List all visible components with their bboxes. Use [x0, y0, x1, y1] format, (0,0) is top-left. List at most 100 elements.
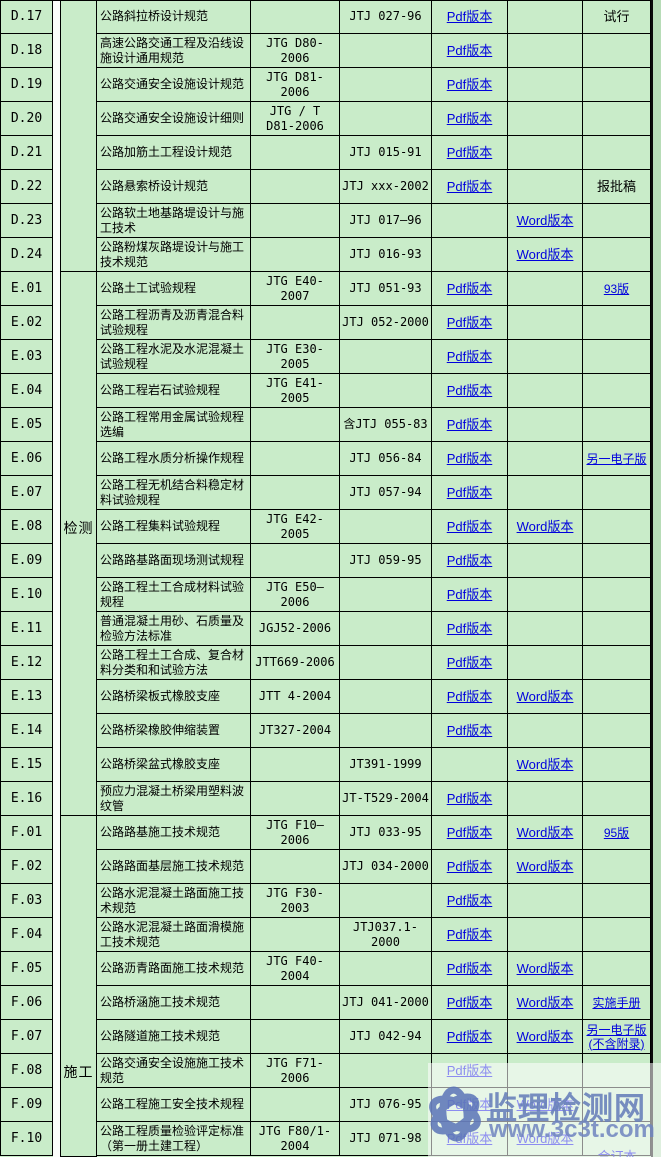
category-cell-inspection: 检测: [60, 272, 97, 816]
word-version-cell: Word版本: [508, 510, 583, 544]
row-code: E.11: [0, 612, 53, 646]
jtg-standard-number: JTG F71-2006: [251, 1054, 340, 1088]
note-link[interactable]: 95版: [603, 825, 630, 840]
pdf-version-link[interactable]: Pdf版本: [446, 1029, 493, 1044]
jtg-standard-number: JGJ52-2006: [251, 612, 340, 646]
word-version-link[interactable]: Word版本: [516, 825, 574, 840]
jtg-standard-number: JTG / T D81-2006: [251, 102, 340, 136]
pdf-version-cell: Pdf版本: [432, 578, 508, 612]
table-row: 普通混凝土用砂、石质量及检验方法标准 JGJ52-2006 Pdf版本: [97, 612, 651, 646]
trefoil-logo-icon: [429, 1086, 481, 1142]
pdf-version-link[interactable]: Pdf版本: [446, 281, 493, 296]
pdf-version-link[interactable]: Pdf版本: [446, 655, 493, 670]
pdf-version-link[interactable]: Pdf版本: [446, 111, 493, 126]
pdf-version-link[interactable]: Pdf版本: [446, 77, 493, 92]
table-row: 公路粉煤灰路堤设计与施工技术规范 JTJ 016-93 Word版本: [97, 238, 651, 272]
jtj-standard-number: [340, 1054, 432, 1088]
jtg-standard-number: [251, 1020, 340, 1054]
pdf-version-cell: Pdf版本: [432, 442, 508, 476]
pdf-version-link[interactable]: Pdf版本: [446, 791, 493, 806]
spec-name: 公路桥梁橡胶伸缩装置: [97, 714, 251, 748]
note-link[interactable]: 93版: [603, 281, 630, 296]
jtg-standard-number: [251, 0, 340, 34]
pdf-version-link[interactable]: Pdf版本: [446, 519, 493, 534]
table-row: 公路路基路面现场测试规程 JTJ 059-95 Pdf版本: [97, 544, 651, 578]
jtg-standard-number: JTG E42-2005: [251, 510, 340, 544]
table-row: 公路桥梁板式橡胶支座 JTT 4-2004 Pdf版本 Word版本: [97, 680, 651, 714]
pdf-version-link[interactable]: Pdf版本: [446, 995, 493, 1010]
word-version-cell: [508, 272, 583, 306]
pdf-version-link[interactable]: Pdf版本: [446, 9, 493, 24]
pdf-version-link[interactable]: Pdf版本: [446, 621, 493, 636]
spec-name: 公路桥梁板式橡胶支座: [97, 680, 251, 714]
word-version-link[interactable]: Word版本: [516, 757, 574, 772]
table-row: 公路工程常用金属试验规程选编 含JTJ 055-83 Pdf版本: [97, 408, 651, 442]
code-column: D.17 D.18 D.19 D.20 D.21 D.22 D.23 D.24 E.01 E.02…: [0, 0, 53, 1156]
jtg-standard-number: [251, 544, 340, 578]
pdf-version-link[interactable]: Pdf版本: [446, 825, 493, 840]
word-version-link[interactable]: Word版本: [516, 1029, 574, 1044]
pdf-version-link[interactable]: Pdf版本: [446, 961, 493, 976]
note-link[interactable]: 实施手册: [592, 995, 641, 1010]
pdf-version-cell: Pdf版本: [432, 544, 508, 578]
table-row: 公路水泥混凝土路面施工技术规范 JTG F30-2003 Pdf版本: [97, 884, 651, 918]
pdf-version-link[interactable]: Pdf版本: [446, 485, 493, 500]
category-cell-construction: 施工: [60, 816, 97, 1157]
pdf-version-link[interactable]: Pdf版本: [446, 587, 493, 602]
pdf-version-link[interactable]: Pdf版本: [446, 43, 493, 58]
pdf-version-link[interactable]: Pdf版本: [446, 893, 493, 908]
spec-name: 公路交通安全设施设计细则: [97, 102, 251, 136]
jtj-standard-number: [340, 34, 432, 68]
pdf-version-cell: Pdf版本: [432, 34, 508, 68]
pdf-version-link[interactable]: Pdf版本: [446, 315, 493, 330]
word-version-link[interactable]: Word版本: [516, 519, 574, 534]
word-version-link[interactable]: Word版本: [516, 247, 574, 262]
row-code: E.06: [0, 442, 53, 476]
pdf-version-cell: Pdf版本: [432, 782, 508, 816]
note-cell: [583, 408, 651, 442]
pdf-version-link[interactable]: Pdf版本: [446, 689, 493, 704]
pdf-version-link[interactable]: Pdf版本: [446, 349, 493, 364]
jtg-standard-number: [251, 1088, 340, 1122]
note-link[interactable]: 另一电子版(不含附录): [586, 1022, 647, 1051]
pdf-version-cell: Pdf版本: [432, 612, 508, 646]
note-cell: 95版: [583, 816, 651, 850]
pdf-version-link[interactable]: Pdf版本: [446, 553, 493, 568]
word-version-link[interactable]: Word版本: [516, 859, 574, 874]
note-cell: [583, 510, 651, 544]
pdf-version-cell: Pdf版本: [432, 170, 508, 204]
word-version-link[interactable]: Word版本: [516, 961, 574, 976]
spec-name: 公路桥梁盆式橡胶支座: [97, 748, 251, 782]
pdf-version-link[interactable]: Pdf版本: [446, 383, 493, 398]
pdf-version-link[interactable]: Pdf版本: [446, 723, 493, 738]
pdf-version-link[interactable]: Pdf版本: [446, 179, 493, 194]
pdf-version-link[interactable]: Pdf版本: [446, 145, 493, 160]
jtg-standard-number: [251, 170, 340, 204]
note-link[interactable]: 另一电子版: [586, 451, 647, 466]
table-row: 公路工程沥青及沥青混合料试验规程 JTJ 052-2000 Pdf版本: [97, 306, 651, 340]
jtg-standard-number: [251, 782, 340, 816]
word-version-cell: [508, 714, 583, 748]
word-version-cell: [508, 68, 583, 102]
note-cell: 报批稿: [583, 170, 651, 204]
row-code: F.06: [0, 986, 53, 1020]
pdf-version-link[interactable]: Pdf版本: [446, 927, 493, 942]
pdf-version-link[interactable]: Pdf版本: [446, 417, 493, 432]
jtj-standard-number: JTJ 041-2000: [340, 986, 432, 1020]
note-text: 报批稿: [596, 178, 636, 194]
row-code: F.08: [0, 1054, 53, 1088]
row-code: F.04: [0, 918, 53, 952]
word-version-link[interactable]: Word版本: [516, 213, 574, 228]
row-code: D.17: [0, 0, 53, 34]
row-code: E.09: [0, 544, 53, 578]
word-version-link[interactable]: Word版本: [516, 689, 574, 704]
pdf-version-link[interactable]: Pdf版本: [446, 451, 493, 466]
spec-name: 公路工程土工合成材料试验规程: [97, 578, 251, 612]
row-code: D.21: [0, 136, 53, 170]
word-version-cell: [508, 0, 583, 34]
word-version-link[interactable]: Word版本: [516, 995, 574, 1010]
jtg-standard-number: JTG F30-2003: [251, 884, 340, 918]
pdf-version-link[interactable]: Pdf版本: [446, 859, 493, 874]
word-version-cell: [508, 578, 583, 612]
